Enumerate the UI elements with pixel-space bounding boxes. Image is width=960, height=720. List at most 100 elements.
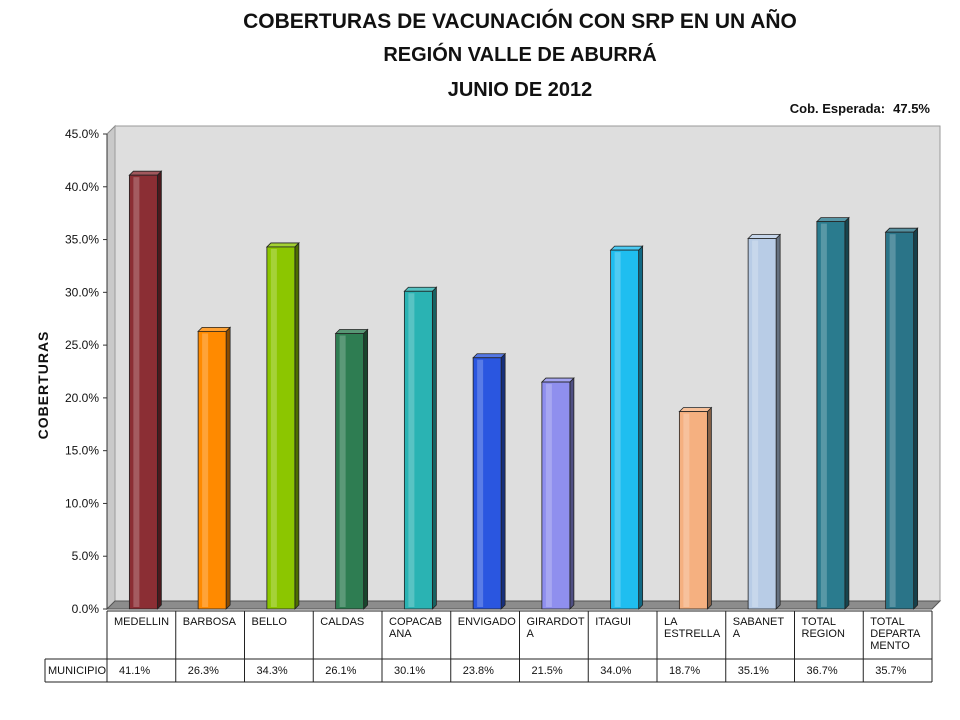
bar-side (913, 227, 919, 610)
bar (266, 246, 296, 610)
bar (403, 290, 433, 610)
chart-title-line-3: JUNIO DE 2012 (447, 79, 593, 101)
bar-top (884, 227, 919, 233)
bar-top (128, 170, 163, 176)
y-tick-label: 10.0% (65, 496, 99, 510)
data-value-label: 21.5% (532, 665, 563, 677)
bar (678, 411, 708, 610)
data-value-label: 23.8% (463, 665, 494, 677)
bar-side (225, 326, 231, 610)
bar-top (265, 242, 300, 248)
bar-side (156, 170, 162, 610)
data-value-label: 26.3% (188, 665, 219, 677)
x-category-label: DEPARTA (870, 628, 921, 640)
x-category-label: GIRARDOT (527, 616, 585, 628)
expected-coverage: Cob. Esperada: 47.5% (790, 101, 930, 116)
bar-top (540, 377, 575, 383)
bar-highlight (683, 413, 690, 607)
x-category-label: LA (664, 616, 678, 628)
data-value-label: 18.7% (669, 665, 700, 677)
x-category-label: COPACAB (389, 616, 442, 628)
bar-side (775, 233, 781, 610)
bar (816, 221, 846, 610)
x-category-label: ANA (389, 628, 412, 640)
x-category-label: BARBOSA (183, 616, 237, 628)
bar-highlight (270, 248, 277, 607)
x-category-label: TOTAL (870, 616, 904, 628)
y-tick-label: 25.0% (65, 338, 99, 352)
bar-highlight (614, 252, 621, 607)
x-category-label: ESTRELLA (664, 628, 721, 640)
bar-top (334, 329, 369, 334)
bar (472, 357, 502, 610)
bar (885, 231, 915, 610)
expected-coverage-value: 47.5% (893, 101, 930, 116)
bar-highlight (752, 240, 759, 607)
bar-highlight (820, 223, 827, 607)
bar-side (363, 328, 369, 610)
chart-title-line-2: REGIÓN VALLE DE ABURRÁ (383, 44, 657, 66)
y-tick-label: 40.0% (65, 180, 99, 194)
data-value-label: 35.7% (875, 665, 906, 677)
bar-highlight (339, 335, 346, 607)
expected-coverage-label: Cob. Esperada: (789, 101, 886, 116)
plot-back-wall (114, 125, 941, 602)
bar-side (294, 241, 300, 610)
bar-top (609, 245, 644, 251)
data-value-label: 41.1% (119, 665, 150, 677)
bar-side (844, 216, 850, 610)
bar-side (706, 406, 712, 610)
bar-side (569, 377, 575, 610)
x-category-label: REGION (802, 628, 845, 640)
bar-top (815, 217, 850, 223)
y-tick-label: 15.0% (65, 444, 99, 458)
y-tick-label: 0.0% (72, 602, 100, 616)
bar-highlight (202, 333, 209, 607)
bar (541, 381, 571, 610)
chart-title-line-1: COBERTURAS DE VACUNACIÓN CON SRP EN UN A… (243, 10, 797, 33)
x-category-label: A (733, 628, 741, 640)
y-tick-label: 30.0% (65, 285, 99, 299)
x-category-label: TOTAL (802, 616, 836, 628)
bar-top (472, 353, 507, 359)
bar-top (403, 286, 438, 292)
bar-side (638, 245, 644, 610)
bar (335, 333, 365, 610)
x-category-label: MENTO (870, 640, 910, 652)
bar-highlight (889, 234, 896, 607)
data-value-label: 35.1% (738, 665, 769, 677)
y-tick-label: 20.0% (65, 391, 99, 405)
bar (128, 174, 158, 610)
y-tick-label: 45.0% (65, 127, 99, 141)
data-value-label: 26.1% (325, 665, 356, 677)
x-category-label: CALDAS (320, 616, 364, 628)
bar-highlight (408, 293, 415, 607)
bar (747, 238, 777, 610)
data-value-label: 34.0% (600, 665, 631, 677)
bar-side (500, 352, 506, 610)
bar-highlight (477, 359, 484, 607)
plot-floor (105, 600, 942, 610)
y-tick-label: 5.0% (72, 549, 100, 563)
x-category-label: A (527, 628, 535, 640)
bar-top (678, 407, 713, 413)
bar-top (747, 234, 782, 239)
x-category-label: MEDELLIN (114, 616, 169, 628)
y-tick-label: 35.0% (65, 233, 99, 247)
legend-swatch (48, 665, 58, 675)
data-value-label: 30.1% (394, 665, 425, 677)
x-category-label: SABANET (733, 616, 785, 628)
x-category-label: ENVIGADO (458, 616, 517, 628)
bar-side (431, 286, 437, 610)
data-value-label: 34.3% (257, 665, 288, 677)
bar-highlight (545, 384, 552, 607)
data-value-label: 36.7% (807, 665, 838, 677)
plot-side-wall (106, 124, 116, 611)
bar (197, 330, 227, 610)
x-category-label: ITAGUI (595, 616, 631, 628)
bar-highlight (133, 177, 140, 607)
bar-top (197, 326, 232, 332)
x-category-label: BELLO (252, 616, 288, 628)
table-series-name: MUNICIPIO (48, 665, 107, 677)
